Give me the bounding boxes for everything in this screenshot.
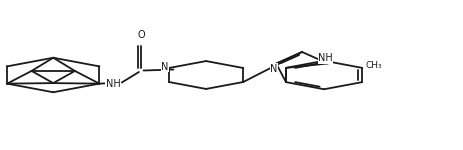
Text: N: N bbox=[161, 61, 169, 72]
Text: N: N bbox=[270, 64, 277, 74]
Text: CH₃: CH₃ bbox=[365, 61, 382, 70]
Text: NH: NH bbox=[106, 79, 121, 89]
Text: O: O bbox=[138, 30, 145, 39]
Text: NH: NH bbox=[318, 53, 333, 63]
